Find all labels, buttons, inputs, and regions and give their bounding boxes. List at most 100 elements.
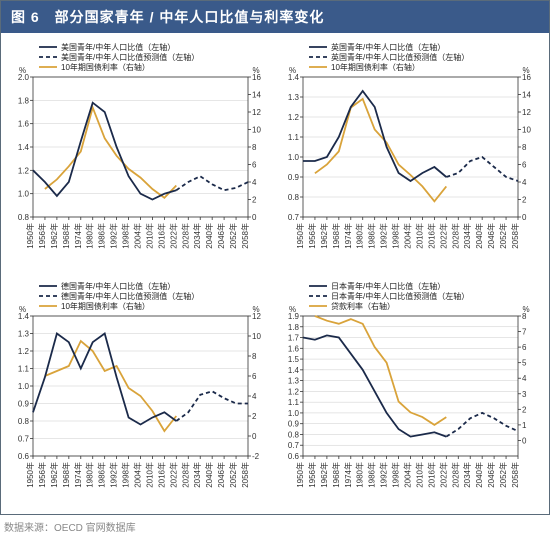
svg-text:2052年: 2052年 xyxy=(228,462,238,488)
svg-text:8: 8 xyxy=(252,143,257,152)
svg-text:1986年: 1986年 xyxy=(97,223,107,249)
svg-text:0.7: 0.7 xyxy=(288,441,300,450)
svg-text:2016年: 2016年 xyxy=(426,462,436,488)
svg-text:%: % xyxy=(522,305,529,314)
svg-text:1956年: 1956年 xyxy=(37,223,47,249)
svg-text:日本青年/中年人口比值（左轴）: 日本青年/中年人口比值（左轴） xyxy=(331,281,445,291)
svg-text:%: % xyxy=(522,66,529,75)
svg-text:2052年: 2052年 xyxy=(498,223,508,249)
svg-text:1980年: 1980年 xyxy=(355,223,365,249)
svg-text:-2: -2 xyxy=(252,452,260,461)
svg-text:德国青年/中年人口比值预测值（左轴）: 德国青年/中年人口比值预测值（左轴） xyxy=(61,291,199,301)
svg-text:1968年: 1968年 xyxy=(61,462,71,488)
svg-text:0.7: 0.7 xyxy=(288,213,300,222)
svg-text:1962年: 1962年 xyxy=(319,223,329,249)
svg-text:6: 6 xyxy=(252,161,257,170)
svg-text:2040年: 2040年 xyxy=(204,223,214,249)
svg-text:2016年: 2016年 xyxy=(426,223,436,249)
svg-text:1986年: 1986年 xyxy=(367,462,377,488)
svg-text:4: 4 xyxy=(522,374,527,383)
svg-text:1.3: 1.3 xyxy=(288,93,300,102)
svg-text:1956年: 1956年 xyxy=(307,462,317,488)
svg-text:3: 3 xyxy=(522,389,527,398)
svg-text:2034年: 2034年 xyxy=(192,223,202,249)
svg-text:6: 6 xyxy=(522,161,527,170)
svg-text:1986年: 1986年 xyxy=(367,223,377,249)
svg-text:2004年: 2004年 xyxy=(133,223,143,249)
svg-text:2052年: 2052年 xyxy=(498,462,508,488)
svg-text:12: 12 xyxy=(252,108,261,117)
svg-text:1968年: 1968年 xyxy=(331,462,341,488)
svg-text:10年期国债利率（右轴）: 10年期国债利率（右轴） xyxy=(61,301,150,311)
svg-text:1998年: 1998年 xyxy=(391,223,401,249)
svg-text:0.8: 0.8 xyxy=(18,213,30,222)
svg-text:1.8: 1.8 xyxy=(288,322,300,331)
svg-text:1950年: 1950年 xyxy=(25,462,35,488)
chart-grid: 0.81.01.21.41.61.82.00246810121416%%1950… xyxy=(1,33,549,514)
svg-text:14: 14 xyxy=(522,91,531,100)
svg-text:1.8: 1.8 xyxy=(18,96,30,105)
chart-de: 0.60.70.80.91.01.11.21.31.4-2024681012%%… xyxy=(7,276,273,511)
svg-text:1.3: 1.3 xyxy=(18,329,30,338)
svg-text:2004年: 2004年 xyxy=(133,462,143,488)
svg-text:0.8: 0.8 xyxy=(288,430,300,439)
svg-text:1.5: 1.5 xyxy=(288,355,300,364)
svg-text:1962年: 1962年 xyxy=(49,223,59,249)
svg-text:1.4: 1.4 xyxy=(18,143,30,152)
svg-text:6: 6 xyxy=(522,343,527,352)
svg-text:0.6: 0.6 xyxy=(18,452,30,461)
svg-text:2010年: 2010年 xyxy=(414,462,424,488)
svg-text:1968年: 1968年 xyxy=(331,223,341,249)
chart-us: 0.81.01.21.41.61.82.00246810121416%%1950… xyxy=(7,37,273,272)
figure-title: 图 6 部分国家青年 / 中年人口比值与利率变化 xyxy=(1,1,549,33)
svg-text:2046年: 2046年 xyxy=(216,223,226,249)
chart-uk: 0.70.80.91.01.11.21.31.40246810121416%%1… xyxy=(277,37,543,272)
svg-text:贷款利率（右轴）: 贷款利率（右轴） xyxy=(331,301,395,311)
svg-text:0.9: 0.9 xyxy=(288,173,300,182)
svg-text:1.1: 1.1 xyxy=(288,398,300,407)
svg-text:1992年: 1992年 xyxy=(379,462,389,488)
svg-text:2046年: 2046年 xyxy=(216,462,226,488)
svg-text:1992年: 1992年 xyxy=(109,462,119,488)
svg-text:1.2: 1.2 xyxy=(288,113,300,122)
svg-text:1974年: 1974年 xyxy=(343,223,353,249)
svg-text:德国青年/中年人口比值（左轴）: 德国青年/中年人口比值（左轴） xyxy=(61,281,175,291)
svg-text:2058年: 2058年 xyxy=(240,223,250,249)
svg-text:2: 2 xyxy=(522,196,527,205)
svg-text:2016年: 2016年 xyxy=(156,462,166,488)
svg-text:2004年: 2004年 xyxy=(403,223,413,249)
svg-text:1.2: 1.2 xyxy=(18,166,30,175)
svg-text:2010年: 2010年 xyxy=(144,223,154,249)
svg-text:1.7: 1.7 xyxy=(288,333,300,342)
svg-text:1.0: 1.0 xyxy=(288,153,300,162)
svg-text:2028年: 2028年 xyxy=(450,223,460,249)
svg-text:2040年: 2040年 xyxy=(474,223,484,249)
figure-container: 图 6 部分国家青年 / 中年人口比值与利率变化 0.8 1.0 1.2 1.4 1.6… xyxy=(0,0,550,515)
svg-text:日本青年/中年人口比值预测值（左轴）: 日本青年/中年人口比值预测值（左轴） xyxy=(331,291,469,301)
svg-text:2: 2 xyxy=(252,196,257,205)
svg-text:1950年: 1950年 xyxy=(295,462,305,488)
svg-text:0.6: 0.6 xyxy=(288,452,300,461)
chart-jp: 0.60.70.80.91.01.11.21.31.41.51.61.71.81… xyxy=(277,276,543,511)
svg-text:4: 4 xyxy=(252,178,257,187)
svg-text:1: 1 xyxy=(522,420,527,429)
svg-text:1998年: 1998年 xyxy=(121,223,131,249)
svg-text:英国青年/中年人口比值预测值（左轴）: 英国青年/中年人口比值预测值（左轴） xyxy=(331,52,469,62)
svg-text:2040年: 2040年 xyxy=(474,462,484,488)
svg-text:2028年: 2028年 xyxy=(180,462,190,488)
svg-text:1974年: 1974年 xyxy=(343,462,353,488)
svg-text:0.7: 0.7 xyxy=(18,434,30,443)
svg-text:美国青年/中年人口比值（左轴）: 美国青年/中年人口比值（左轴） xyxy=(61,42,175,52)
svg-text:1.6: 1.6 xyxy=(18,120,30,129)
svg-text:2: 2 xyxy=(252,412,257,421)
svg-text:2046年: 2046年 xyxy=(486,223,496,249)
svg-text:2034年: 2034年 xyxy=(462,223,472,249)
svg-text:1.4: 1.4 xyxy=(288,365,300,374)
svg-text:1956年: 1956年 xyxy=(307,223,317,249)
svg-text:0: 0 xyxy=(252,432,257,441)
svg-text:%: % xyxy=(19,66,26,75)
svg-text:2022年: 2022年 xyxy=(438,223,448,249)
svg-text:10年期国债利率（右轴）: 10年期国债利率（右轴） xyxy=(331,62,420,72)
svg-text:2052年: 2052年 xyxy=(228,223,238,249)
svg-text:2058年: 2058年 xyxy=(240,462,250,488)
